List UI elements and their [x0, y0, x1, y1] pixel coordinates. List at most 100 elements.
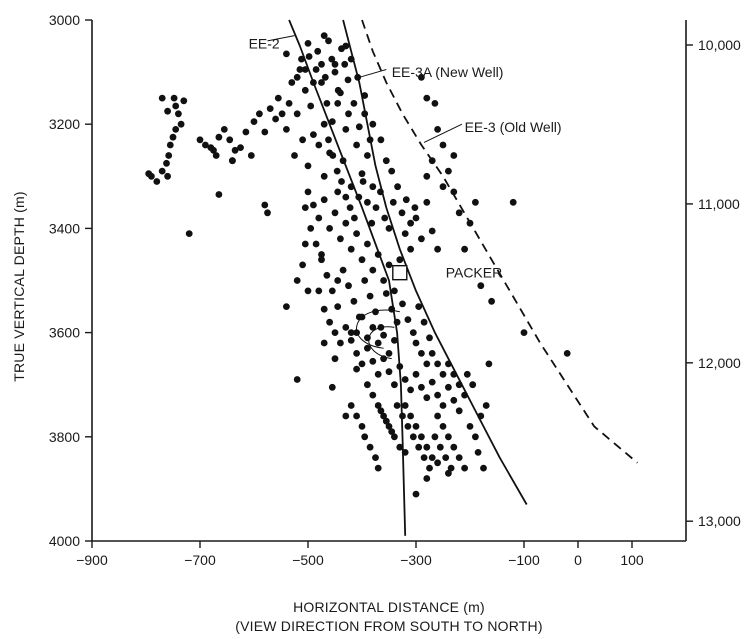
event-point — [166, 141, 174, 149]
event-point — [342, 219, 350, 227]
annotation-label: EE-3A (New Well) — [392, 64, 504, 80]
event-point — [172, 102, 180, 110]
event-point — [344, 76, 352, 84]
event-point — [369, 183, 377, 191]
event-point — [423, 360, 431, 368]
event-point — [418, 433, 425, 441]
event-point — [334, 86, 342, 94]
event-point — [153, 178, 161, 185]
event-point — [418, 73, 425, 81]
event-point — [369, 266, 377, 274]
event-point — [412, 423, 420, 430]
event-point — [359, 178, 367, 185]
event-point — [361, 277, 369, 284]
event-point — [385, 350, 393, 357]
event-point — [358, 256, 366, 264]
well-path-1 — [288, 19, 407, 536]
event-point — [180, 97, 188, 105]
event-point — [415, 303, 423, 310]
event-point — [301, 66, 309, 73]
well-path-2 — [342, 19, 528, 505]
event-point — [293, 73, 301, 81]
event-point — [215, 191, 223, 198]
event-point — [261, 128, 269, 136]
annotations: EE-2 EE-3A (New Well) EE-3 (Old Well) PACKE… — [249, 35, 562, 281]
event-point — [461, 245, 468, 253]
event-point — [177, 120, 185, 128]
event-point — [364, 198, 371, 206]
event-point — [401, 376, 409, 383]
event-point — [325, 37, 332, 45]
event-point — [381, 214, 389, 222]
event-points — [145, 32, 571, 498]
event-point — [331, 209, 339, 217]
event-point — [331, 68, 339, 76]
event-point — [466, 423, 474, 430]
event-point — [320, 172, 328, 180]
event-point — [374, 370, 382, 378]
event-point — [320, 120, 328, 128]
event-point — [420, 318, 428, 326]
event-point — [447, 464, 455, 472]
event-point — [320, 32, 328, 39]
event-point — [411, 204, 419, 212]
event-point — [320, 196, 328, 204]
event-point — [380, 277, 387, 284]
event-point — [334, 100, 342, 107]
x-axis-title: HORIZONTAL DISTANCE (m) — [293, 599, 485, 615]
event-point — [158, 94, 166, 102]
event-point — [318, 79, 325, 86]
event-point — [431, 433, 439, 441]
event-point — [283, 303, 290, 310]
event-point — [304, 188, 312, 196]
event-point — [288, 79, 296, 86]
event-point — [358, 360, 366, 368]
event-point — [445, 469, 452, 477]
event-point — [423, 198, 431, 206]
event-point — [372, 204, 380, 212]
event-point — [374, 464, 382, 472]
event-point — [426, 334, 433, 342]
well-path-3 — [361, 19, 638, 464]
event-point — [472, 198, 479, 206]
event-point — [247, 152, 255, 159]
packer-marker — [392, 264, 408, 281]
y-tick-label: 3400 — [49, 220, 80, 236]
event-point — [350, 297, 358, 305]
event-point — [337, 235, 344, 243]
event-point — [347, 402, 355, 409]
event-point — [412, 370, 420, 378]
event-point — [164, 107, 172, 115]
event-point — [320, 305, 328, 313]
event-point — [407, 412, 414, 420]
event-point — [474, 449, 482, 456]
event-point — [310, 201, 317, 209]
event-point — [385, 368, 393, 376]
event-point — [426, 464, 433, 472]
annotation-label: PACKER — [446, 265, 503, 281]
event-point — [320, 339, 328, 347]
event-point — [326, 318, 333, 326]
event-point — [353, 141, 360, 149]
event-point — [366, 443, 374, 451]
event-point — [361, 433, 369, 441]
event-point — [318, 251, 325, 258]
y2-tick-label: 10,000 — [698, 37, 741, 53]
event-point — [407, 245, 414, 253]
event-point — [175, 110, 182, 118]
event-point — [215, 133, 223, 141]
event-point — [391, 433, 398, 441]
event-point — [418, 235, 425, 243]
x-tick-label: −700 — [184, 552, 216, 568]
event-point — [347, 245, 355, 253]
y-tick-label: 3000 — [49, 12, 80, 28]
event-point — [196, 136, 204, 144]
event-point — [325, 136, 332, 144]
event-point — [266, 105, 274, 112]
event-point — [428, 350, 436, 357]
event-point — [334, 277, 342, 284]
event-point — [355, 123, 363, 131]
event-point — [145, 170, 153, 178]
event-point — [439, 183, 447, 191]
annotation-leader — [423, 123, 463, 143]
